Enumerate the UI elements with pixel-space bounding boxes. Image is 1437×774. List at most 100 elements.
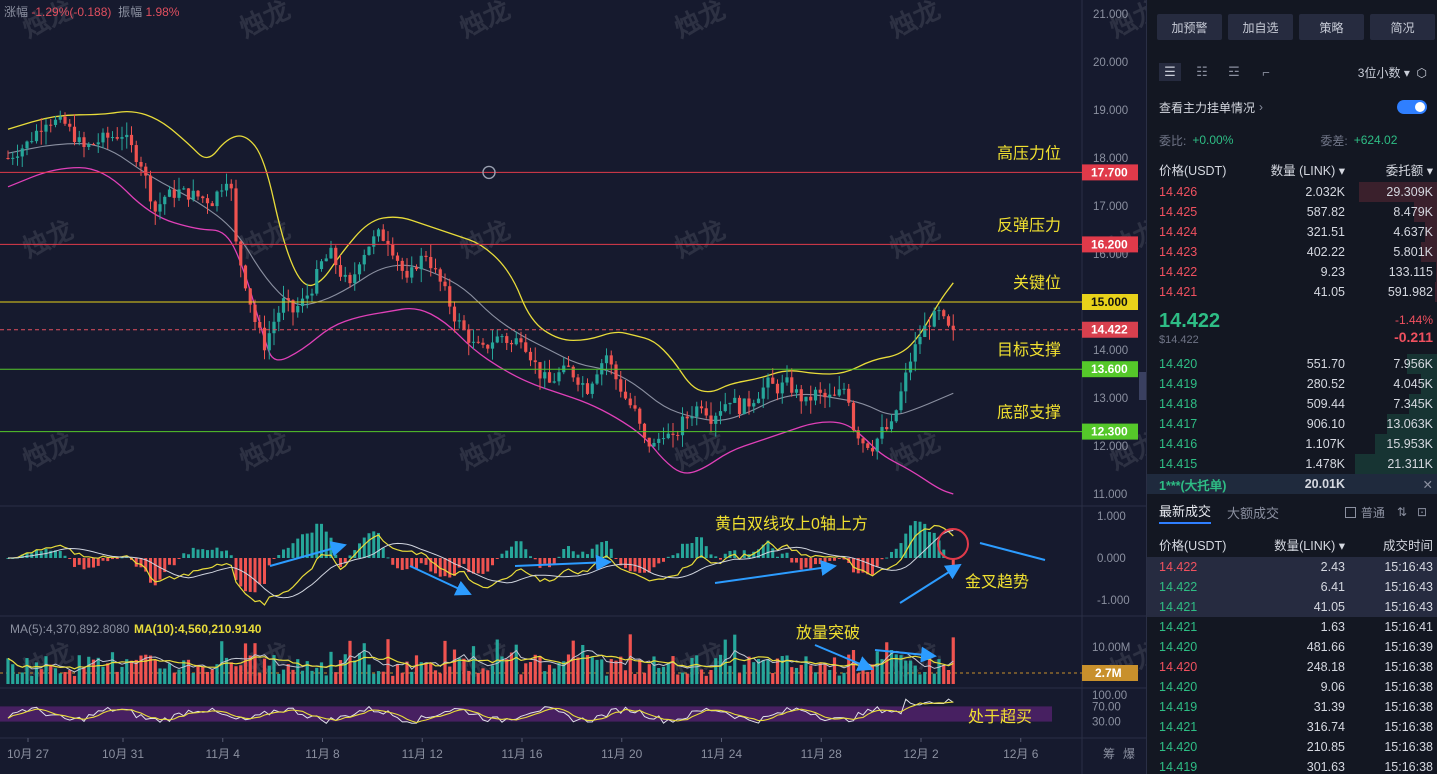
strategy-button[interactable]: 策略 (1299, 14, 1364, 40)
volume-bar (680, 672, 685, 684)
candle-body (576, 377, 580, 385)
tab-large-trades[interactable]: 大额成交 (1227, 505, 1280, 521)
bollinger-upper-line (7, 110, 954, 393)
big-order-row[interactable]: 1***(大托单) 20.01K ✕ (1147, 474, 1437, 494)
ask-row[interactable]: 14.426 2.032K 29.309K (1147, 182, 1437, 202)
volume-bar (115, 671, 119, 684)
decimals-select[interactable]: 3位小数 ▾ ⬡ (1357, 65, 1427, 80)
candle-body (353, 274, 357, 284)
macd-bar (856, 558, 860, 574)
order-qty: 321.51 (1306, 225, 1345, 239)
chart-area[interactable]: 烛龙 烛龙 烛龙 烛龙 烛龙 烛龙 烛龙 烛龙 烛龙 烛龙 烛龙 烛龙 烛龙 烛龙 烛龙 烛龙 烛龙 烛龙 烛龙 烛龙… (0, 0, 1146, 774)
close-icon[interactable]: ✕ (1422, 477, 1433, 492)
normal-checkbox[interactable] (1344, 506, 1356, 518)
sort-icon[interactable]: ⇅ (1396, 505, 1407, 519)
bid-row[interactable]: 14.420 551.70 7.956K (1147, 354, 1437, 374)
orderbook-both-icon[interactable]: ☰ (1159, 63, 1181, 81)
candle-body (718, 411, 723, 416)
orderbook-depth-icon[interactable]: ⌐ (1262, 64, 1270, 80)
ask-row[interactable]: 14.422 9.23 133.115 (1147, 262, 1437, 282)
volume-bar (747, 656, 751, 684)
bid-row[interactable]: 14.418 509.44 7.345K (1147, 394, 1437, 414)
add-alert-button[interactable]: 加预警 (1157, 14, 1222, 40)
volume-bar (704, 675, 708, 684)
main-orders-row[interactable]: 查看主力挂单情况 › (1159, 98, 1427, 116)
overview-button[interactable]: 简况 (1370, 14, 1435, 40)
macd-bar (339, 558, 342, 567)
add-watchlist-button[interactable]: 加自选 (1228, 14, 1293, 40)
axis-scroll-handle (1139, 372, 1146, 400)
candle-body (481, 342, 485, 345)
candle-body (633, 405, 637, 409)
x-tick-label: 11月 16 (501, 747, 542, 761)
candle-body (139, 161, 143, 167)
price-tick-label: 19.000 (1093, 105, 1128, 117)
ask-row[interactable]: 14.424 321.51 4.637K (1147, 222, 1437, 242)
order-qty: 1.107K (1305, 437, 1345, 451)
volume-bar (462, 658, 466, 684)
trade-time: 15:16:41 (1384, 620, 1433, 634)
tab-latest-trades[interactable]: 最新成交 (1159, 501, 1212, 524)
change-label: 涨幅 (4, 5, 29, 19)
macd-bar (149, 558, 152, 583)
macd-bar (111, 558, 114, 560)
volume-bar (813, 672, 818, 684)
macd-bar (619, 558, 623, 566)
oscillator-line (7, 698, 954, 724)
candle-body (590, 383, 594, 394)
macd-bar (272, 558, 276, 559)
ask-row[interactable]: 14.421 41.05 591.982 (1147, 282, 1437, 302)
golden-cross-circle (937, 528, 969, 560)
macd-bar (909, 525, 912, 558)
macd-bar (510, 546, 513, 558)
depth-bar (1435, 282, 1437, 302)
ask-row[interactable]: 14.425 587.82 8.479K (1147, 202, 1437, 222)
settings-icon[interactable]: ⬡ (1416, 65, 1427, 80)
trade-col-qty[interactable]: 数量(LINK) ▾ (1274, 538, 1345, 553)
macd-bar (500, 553, 504, 558)
volume-bar (315, 667, 319, 684)
ask-row[interactable]: 14.423 402.22 5.801K (1147, 242, 1437, 262)
macd-bar (324, 531, 328, 558)
bid-row[interactable]: 14.417 906.10 13.063K (1147, 414, 1437, 434)
watermark-text: 烛龙 (235, 0, 295, 44)
bid-row[interactable]: 14.416 1.107K 15.953K (1147, 434, 1437, 454)
bid-row[interactable]: 14.415 1.478K 21.311K (1147, 454, 1437, 474)
oscillator-signal-line (7, 701, 954, 724)
depth-bar (1425, 222, 1437, 242)
main-orders-toggle[interactable] (1397, 100, 1427, 114)
order-total: 133.115 (1388, 265, 1433, 279)
depth-bar (1414, 202, 1437, 222)
candle-body (690, 416, 694, 419)
candle-body (747, 398, 751, 407)
watermark-text: 烛龙 (670, 215, 730, 264)
macd-bar (861, 558, 865, 573)
volume-bar (524, 663, 528, 684)
volume-bar (296, 659, 300, 684)
macd-bar (92, 558, 95, 568)
trade-col-qty-label: 数量(LINK) (1274, 538, 1336, 553)
order-price: 14.419 (1159, 377, 1198, 391)
trade-qty: 31.39 (1313, 700, 1345, 714)
macd-bar (54, 550, 57, 558)
candle-body (875, 438, 879, 452)
chart-header: 涨幅 -1.29%(-0.188) 振幅 1.98% (4, 3, 179, 20)
orderbook-asks-icon[interactable]: ☲ (1228, 64, 1240, 79)
col-qty[interactable]: 数量 (LINK) ▾ (1270, 163, 1345, 178)
candle-body (20, 148, 24, 157)
bid-row[interactable]: 14.419 280.52 4.045K (1147, 374, 1437, 394)
volume-bars (6, 634, 955, 684)
volume-bar (391, 675, 395, 684)
ratio-value: +0.00% (1192, 133, 1234, 147)
volume-bar (476, 672, 480, 684)
level-label: 目标支撑 (997, 341, 1061, 359)
expand-icon[interactable]: ⊡ (1416, 505, 1427, 519)
col-total[interactable]: 委托额 ▾ (1385, 163, 1433, 178)
macd-tick-label: 0.000 (1097, 553, 1126, 565)
volume-bar (585, 655, 590, 684)
volume-bar (96, 657, 100, 684)
orderbook-bids-icon[interactable]: ☷ (1196, 64, 1208, 79)
candle-body (305, 295, 309, 299)
candle-body (91, 143, 96, 145)
